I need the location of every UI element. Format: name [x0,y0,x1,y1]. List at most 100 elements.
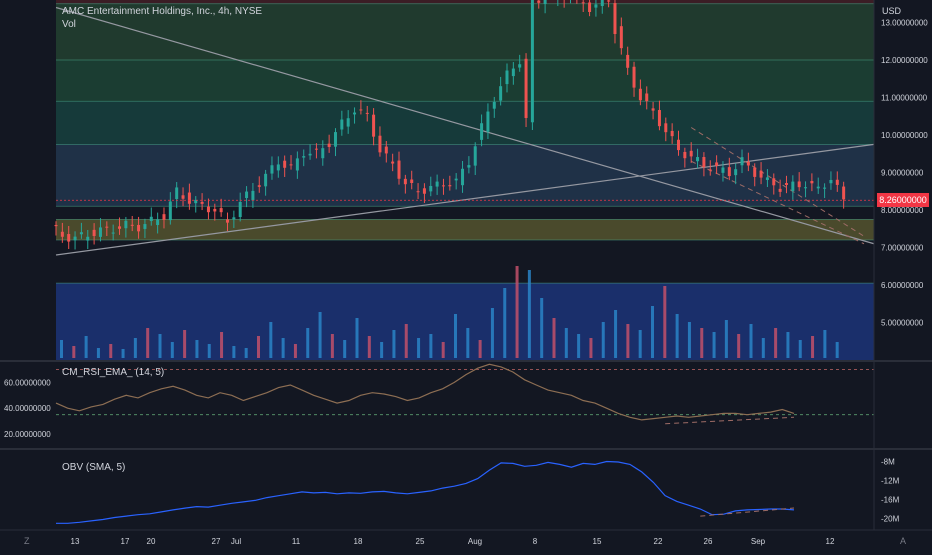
price-zone-band [56,144,874,207]
candle-body [511,68,515,77]
volume-bar [749,324,753,358]
candle-body [689,150,693,157]
candle-body [181,195,185,199]
candle-body [778,188,782,192]
candle-body [473,146,477,166]
candle-body [365,112,369,114]
candle-body [740,157,744,166]
volume-bar [84,336,88,358]
candle-body [537,0,541,3]
candle-body [232,217,236,220]
candle-body [530,0,534,123]
candle-body [721,167,725,173]
volume-bar [577,334,581,358]
candle-body [378,135,382,153]
candle-body [410,179,414,184]
volume-bar [306,328,310,358]
volume-bar [503,288,507,358]
volume-bar [835,342,839,358]
candle-body [772,178,776,186]
candle-body [98,227,102,237]
time-tick-label: 25 [416,537,425,546]
candle-body [238,201,242,218]
volume-bar [515,266,519,358]
candle-body [734,169,738,176]
candle-body [251,190,255,201]
candle-body [683,151,687,159]
price-zone-band [56,60,874,102]
volume-bar [293,344,297,358]
volume-bar [269,322,273,358]
candle-body [588,2,592,12]
volume-bar [207,344,211,358]
candle-body [835,179,839,185]
candle-body [384,146,388,154]
price-tick-label: 9.00000000 [881,169,924,178]
candle-body [499,86,503,101]
candle-body [149,216,153,222]
volume-bar [638,330,642,358]
time-tick-label: 18 [354,537,363,546]
candle-body [746,161,750,166]
candle-body [308,153,312,156]
candle-body [448,185,452,187]
volume-bar [589,338,593,358]
obv-tick-label: -20M [881,515,900,524]
candle-body [645,93,649,102]
volume-bar [700,328,704,358]
candle-body [314,148,318,150]
candle-body [391,161,395,164]
candle-body [175,187,179,200]
volume-bar [712,332,716,358]
candle-body [632,66,636,88]
price-tick-label: 5.00000000 [881,319,924,328]
candle-body [664,123,668,133]
candle-body [765,177,769,180]
candle-body [372,114,376,137]
volume-bar [626,324,630,358]
candle-body [422,188,426,194]
zoom-icon[interactable]: Z [24,536,30,546]
candle-body [626,54,630,68]
candle-body [257,185,261,187]
price-zone-band [56,0,874,4]
candle-body [486,111,490,132]
candle-body [441,185,445,187]
volume-bar [244,348,248,358]
candle-body [226,219,230,223]
currency-label: USD [882,6,902,16]
obv-dashed-trend [700,507,795,517]
candle-body [340,119,344,130]
candle-body [480,123,484,140]
candle-body [327,143,331,147]
candle-body [206,206,210,213]
auto-scale-icon[interactable]: A [900,536,907,546]
rsi-label[interactable]: CM_RSI_EMA_ (14, 5) [62,367,165,378]
candle-body [143,224,147,229]
price-tick-label: 11.00000000 [881,94,928,103]
candle-body [200,201,204,204]
time-tick-label: Sep [751,537,766,546]
time-tick-label: 13 [71,537,80,546]
volume-bar [774,328,778,358]
candle-body [613,3,617,35]
candle-body [670,130,674,137]
volume-bar [527,270,531,358]
price-zone-band [56,3,874,60]
candle-body [162,214,166,220]
candle-body [118,226,122,229]
trendline [55,6,875,245]
volume-bar [183,330,187,358]
volume-bar [60,340,63,358]
price-tick-label: 8.00000000 [881,206,924,215]
volume-bar [367,336,371,358]
volume-bar [663,286,667,358]
obv-label[interactable]: OBV (SMA, 5) [62,462,126,473]
candle-body [124,220,128,229]
candle-body [295,158,299,171]
candle-body [454,178,458,181]
candle-body [467,165,471,168]
candle-body [276,164,280,171]
